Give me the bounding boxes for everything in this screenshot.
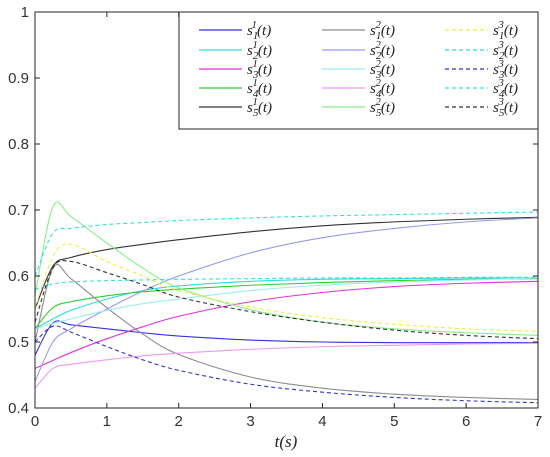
series-line-s5-1 <box>34 216 539 310</box>
series-line-s2-1 <box>34 277 539 330</box>
series-line-s1-3 <box>34 243 539 332</box>
y-tick-label: 0.9 <box>8 70 29 87</box>
series-line-s2-2 <box>34 217 539 382</box>
legend-label-s2-1: s21(t) <box>247 39 272 62</box>
x-tick-label: 5 <box>390 413 398 430</box>
legend: s11(t)s21(t)s31(t)s41(t)s51(t) s12(t)s22(… <box>178 11 539 130</box>
x-tick-label: 2 <box>175 413 183 430</box>
y-tick-label: 0.7 <box>8 202 29 219</box>
y-tick-label: 0.8 <box>8 136 29 153</box>
legend-label-s3-3: s33(t) <box>493 58 518 81</box>
legend-label-s5-3: s53(t) <box>493 96 518 119</box>
y-tick-label: 0.6 <box>8 268 29 285</box>
series-line-s2-3 <box>34 211 539 277</box>
series-line-s1-2 <box>34 263 539 400</box>
legend-label-s4-2: s42(t) <box>370 77 395 100</box>
series-line-s3-3 <box>34 325 539 404</box>
legend-label-s1-2: s12(t) <box>370 19 395 42</box>
legend-label-s1-3: s13(t) <box>493 19 518 42</box>
legend-label-s5-2: s52(t) <box>370 96 395 119</box>
legend-label-s1-1: s11(t) <box>247 19 271 42</box>
series-line-s4-2 <box>34 342 539 389</box>
x-tick-label: 0 <box>31 413 39 430</box>
series-layer <box>34 201 539 404</box>
legend-label-s2-3: s23(t) <box>493 39 518 62</box>
series-line-s3-1 <box>34 280 539 369</box>
legend-label-s3-1: s31(t) <box>247 58 272 81</box>
y-tick-label: 0.4 <box>8 400 29 417</box>
legend-label-s3-2: s32(t) <box>370 58 395 81</box>
x-tick-label: 1 <box>103 413 111 430</box>
series-line-s4-3 <box>34 276 539 290</box>
legend-label-s2-2: s22(t) <box>370 39 395 62</box>
legend-box <box>178 11 539 130</box>
series-line-s4-1 <box>34 278 539 330</box>
y-tick-label: 1 <box>21 4 29 21</box>
x-tick-label: 3 <box>246 413 254 430</box>
series-line-s5-2 <box>34 201 539 336</box>
series-line-s1-1 <box>34 320 538 356</box>
series-line-s3-2 <box>34 277 539 330</box>
legend-label-s5-1: s51(t) <box>247 96 272 119</box>
legend-label-s4-1: s41(t) <box>247 77 272 100</box>
x-tick-label: 6 <box>462 413 470 430</box>
y-tick-label: 0.5 <box>8 334 29 351</box>
x-tick-label: 4 <box>318 413 326 430</box>
x-axis-label: t(s) <box>275 432 298 451</box>
x-tick-label: 7 <box>534 413 542 430</box>
legend-label-s4-3: s43(t) <box>493 77 518 100</box>
